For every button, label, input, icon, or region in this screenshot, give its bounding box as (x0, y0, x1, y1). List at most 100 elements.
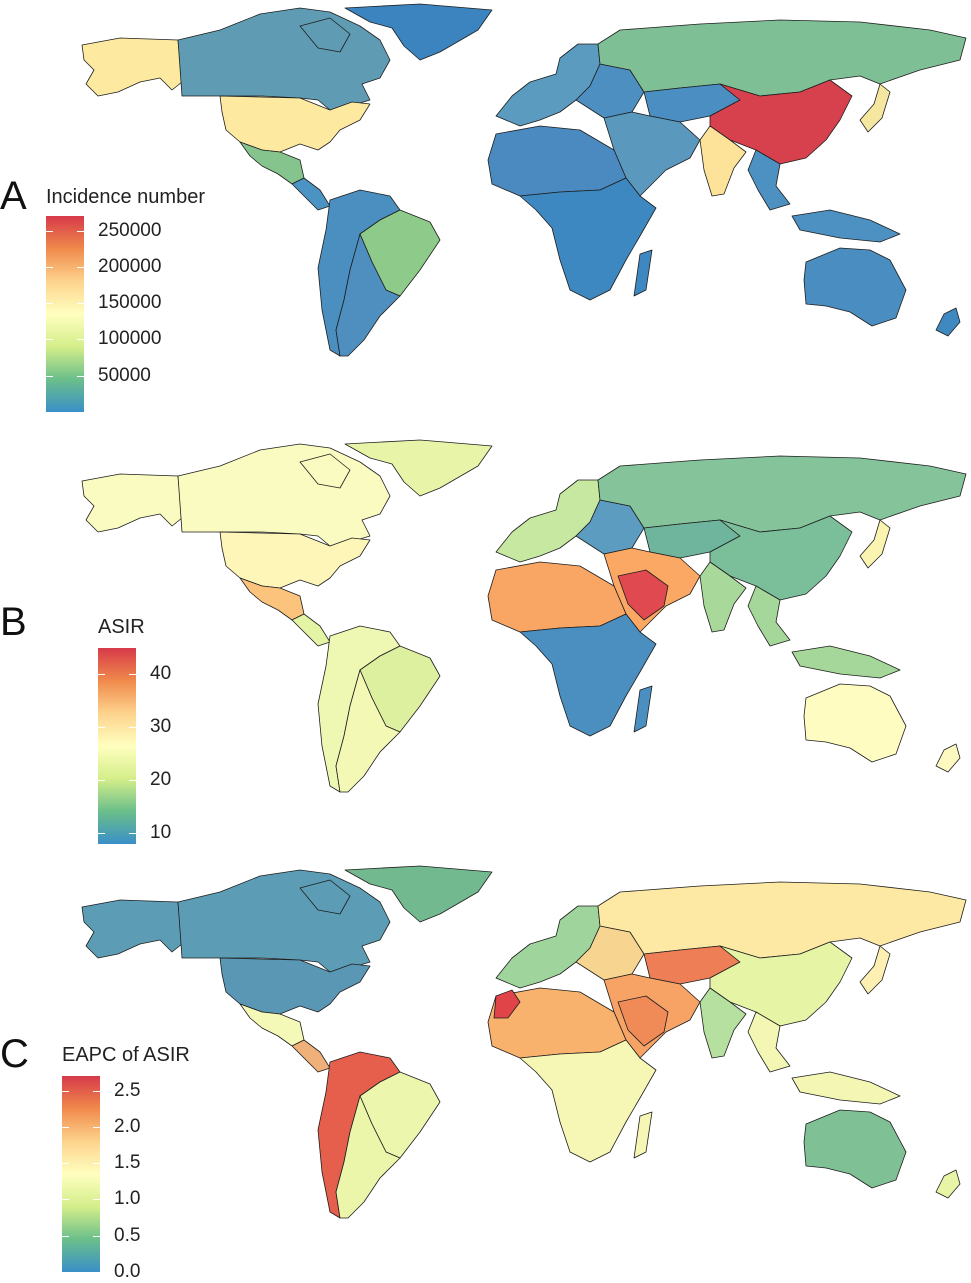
world-map-asir (81, 439, 967, 793)
region-morocco (493, 989, 521, 1019)
region-japan (859, 83, 891, 133)
legend: ASIR 40 30 20 10 (98, 614, 218, 846)
region-china (709, 79, 853, 165)
region-africa-sub (519, 1039, 657, 1163)
legend-tick-mark (77, 303, 84, 305)
legend-tick-label: 2.5 (114, 1079, 141, 1101)
legend-tick-mark (93, 1199, 100, 1201)
region-india (699, 125, 747, 197)
legend-tick-mark (93, 1163, 100, 1165)
legend-tick-mark (46, 230, 53, 232)
legend-tick-label: 250000 (98, 219, 162, 241)
region-southeast-asia (747, 149, 901, 243)
region-saudi-arabia (617, 569, 669, 621)
region-saudi-arabia (617, 995, 669, 1047)
region-europe-west (495, 43, 601, 127)
region-south-america-south (335, 1095, 401, 1219)
region-usa (219, 957, 371, 1015)
region-europe-west (495, 479, 601, 563)
legend-tick-mark (129, 780, 136, 782)
region-central-america (291, 1039, 331, 1073)
region-alaska (81, 37, 183, 97)
legend-tick-mark (62, 1126, 69, 1128)
region-greenland (344, 3, 493, 61)
legend-tick-mark (98, 833, 105, 835)
region-australia (803, 683, 907, 763)
legend-tick-label: 1.5 (114, 1152, 141, 1174)
region-china (709, 515, 853, 601)
legend-tick-mark (93, 1126, 100, 1128)
legend-tick-label: 20 (150, 769, 172, 791)
legend-tick-label: 1.0 (114, 1188, 141, 1210)
legend-tick-label: 40 (150, 663, 172, 685)
region-russia (597, 881, 967, 959)
legend-tick-mark (93, 1090, 100, 1092)
region-china (709, 941, 853, 1027)
legend-tick-mark (77, 230, 84, 232)
legend-tick-mark (98, 727, 105, 729)
region-russia (597, 455, 967, 533)
region-alaska (81, 899, 183, 959)
region-africa-north (487, 125, 627, 197)
world-map-eapc (81, 865, 967, 1219)
colorbar (98, 648, 136, 844)
legend: EAPC of ASIR 2.5 2.0 1.5 1.0 0.5 0.0 (62, 1042, 262, 1282)
region-south-america-south (335, 233, 401, 357)
region-canada (177, 7, 391, 111)
region-new-zealand (935, 1169, 961, 1199)
region-southeast-asia (747, 1011, 901, 1105)
legend-tick-label: 150000 (98, 292, 162, 314)
legend-tick-mark (93, 1272, 100, 1273)
legend-tick-mark (98, 780, 105, 782)
region-central-america (291, 177, 331, 211)
legend-tick-mark (62, 1163, 69, 1165)
region-southeast-asia (747, 585, 901, 679)
panel-letter: A (0, 174, 27, 218)
legend-tick-mark (62, 1090, 69, 1092)
legend-tick-label: 200000 (98, 255, 162, 277)
legend-tick-label: 0.0 (114, 1261, 141, 1282)
legend-tick-mark (129, 727, 136, 729)
legend-tick-mark (62, 1235, 69, 1237)
region-usa (219, 95, 371, 153)
region-new-zealand (935, 307, 961, 337)
legend-tick-label: 100000 (98, 328, 162, 350)
region-africa-sub (519, 177, 657, 301)
region-greenland (344, 865, 493, 923)
legend-tick-mark (129, 833, 136, 835)
legend-tick-mark (62, 1199, 69, 1201)
legend-title: EAPC of ASIR (62, 1044, 190, 1066)
region-central-america (291, 613, 331, 647)
region-south-america-south (335, 669, 401, 793)
legend-tick-label: 2.0 (114, 1115, 141, 1137)
region-japan (859, 945, 891, 995)
region-india (699, 561, 747, 633)
region-canada (177, 869, 391, 973)
region-alaska (81, 473, 183, 533)
colorbar (62, 1076, 100, 1272)
legend-tick-mark (77, 375, 84, 377)
region-usa (219, 531, 371, 589)
region-africa-north (487, 561, 627, 633)
legend-title: ASIR (98, 616, 145, 638)
region-canada (177, 443, 391, 547)
legend-tick-mark (77, 339, 84, 341)
legend-tick-label: 0.5 (114, 1224, 141, 1246)
legend-tick-mark (77, 266, 84, 268)
legend-tick-mark (129, 674, 136, 676)
legend-tick-label: 50000 (98, 364, 151, 386)
legend-tick-label: 30 (150, 716, 172, 738)
region-greenland (344, 439, 493, 497)
legend-title: Incidence number (46, 186, 205, 208)
legend-tick-mark (93, 1235, 100, 1237)
world-map-incidence (81, 3, 967, 357)
legend: Incidence number 250000 200000 150000 10000… (46, 184, 246, 414)
region-australia (803, 1109, 907, 1189)
panel-a: A Incidence number 250000 200000 150000 100… (0, 0, 971, 420)
panel-c: C EAPC of ASIR 2.5 2.0 1.5 1.0 0.5 0.0 (0, 862, 971, 1282)
colorbar (46, 216, 84, 412)
region-africa-sub (519, 613, 657, 737)
legend-tick-mark (98, 674, 105, 676)
region-japan (859, 519, 891, 569)
legend-tick-mark (46, 375, 53, 377)
